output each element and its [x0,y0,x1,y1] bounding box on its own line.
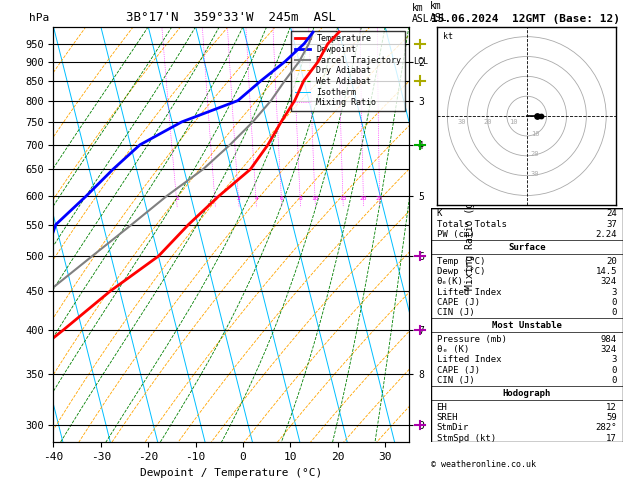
Text: StmSpd (kt): StmSpd (kt) [437,434,496,443]
Text: 2: 2 [213,196,217,201]
Text: LCL: LCL [413,57,428,66]
Title: 3B°17'N  359°33'W  245m  ASL: 3B°17'N 359°33'W 245m ASL [126,11,336,24]
Text: kt: kt [443,32,454,41]
Text: 10: 10 [509,119,518,125]
Point [536,112,546,120]
X-axis label: Dewpoint / Temperature (°C): Dewpoint / Temperature (°C) [140,468,322,478]
Text: Lifted Index: Lifted Index [437,288,501,296]
Text: 0: 0 [611,308,617,317]
Text: Dewp (°C): Dewp (°C) [437,267,485,276]
Text: 20: 20 [483,119,492,125]
Text: Most Unstable: Most Unstable [492,321,562,330]
Text: 3: 3 [611,288,617,296]
Text: 0: 0 [611,376,617,385]
Text: 984: 984 [601,335,617,344]
Text: 10: 10 [311,196,319,201]
Text: Surface: Surface [508,243,545,252]
Text: km
ASL: km ASL [412,3,430,24]
Text: CAPE (J): CAPE (J) [437,298,480,307]
Text: 37: 37 [606,220,617,228]
Point [532,112,542,120]
Text: PW (cm): PW (cm) [437,230,474,239]
Text: Totals Totals: Totals Totals [437,220,506,228]
Text: 6: 6 [280,196,284,201]
Text: 14.5: 14.5 [596,267,617,276]
Text: 25: 25 [376,196,384,201]
Text: θₑ(K): θₑ(K) [437,277,464,286]
Text: 2.24: 2.24 [596,230,617,239]
Y-axis label: Mixing Ratio (g/kg): Mixing Ratio (g/kg) [465,179,476,290]
Text: SREH: SREH [437,413,458,422]
Text: 20: 20 [360,196,367,201]
Text: 15: 15 [339,196,347,201]
Text: 12: 12 [606,403,617,412]
Text: 30: 30 [457,119,466,125]
Text: hPa: hPa [28,13,49,22]
Text: K: K [437,209,442,218]
Text: StmDir: StmDir [437,423,469,432]
Text: 20: 20 [606,257,617,266]
Text: 1: 1 [175,196,179,201]
Text: 3: 3 [611,355,617,364]
Text: Pressure (mb): Pressure (mb) [437,335,506,344]
Text: CIN (J): CIN (J) [437,376,474,385]
Text: 30: 30 [531,171,539,176]
Text: Temp (°C): Temp (°C) [437,257,485,266]
Text: 20: 20 [531,151,539,157]
Text: 17: 17 [606,434,617,443]
Text: 0: 0 [611,365,617,375]
Text: 24: 24 [606,209,617,218]
Text: 59: 59 [606,413,617,422]
Text: θₑ (K): θₑ (K) [437,345,469,354]
Text: 324: 324 [601,277,617,286]
Text: 8: 8 [298,196,302,201]
Legend: Temperature, Dewpoint, Parcel Trajectory, Dry Adiabat, Wet Adiabat, Isotherm, Mi: Temperature, Dewpoint, Parcel Trajectory… [291,31,404,110]
Text: 4: 4 [254,196,258,201]
Text: 3: 3 [237,196,240,201]
Text: 324: 324 [601,345,617,354]
Text: 15.06.2024  12GMT (Base: 12): 15.06.2024 12GMT (Base: 12) [431,14,620,24]
Text: Lifted Index: Lifted Index [437,355,501,364]
Text: CAPE (J): CAPE (J) [437,365,480,375]
Text: km
ASL: km ASL [430,1,448,22]
Text: 10: 10 [531,131,539,137]
Text: 282°: 282° [596,423,617,432]
Text: EH: EH [437,403,447,412]
Text: Hodograph: Hodograph [503,389,551,399]
Text: © weatheronline.co.uk: © weatheronline.co.uk [431,460,536,469]
Text: CIN (J): CIN (J) [437,308,474,317]
Text: 0: 0 [611,298,617,307]
